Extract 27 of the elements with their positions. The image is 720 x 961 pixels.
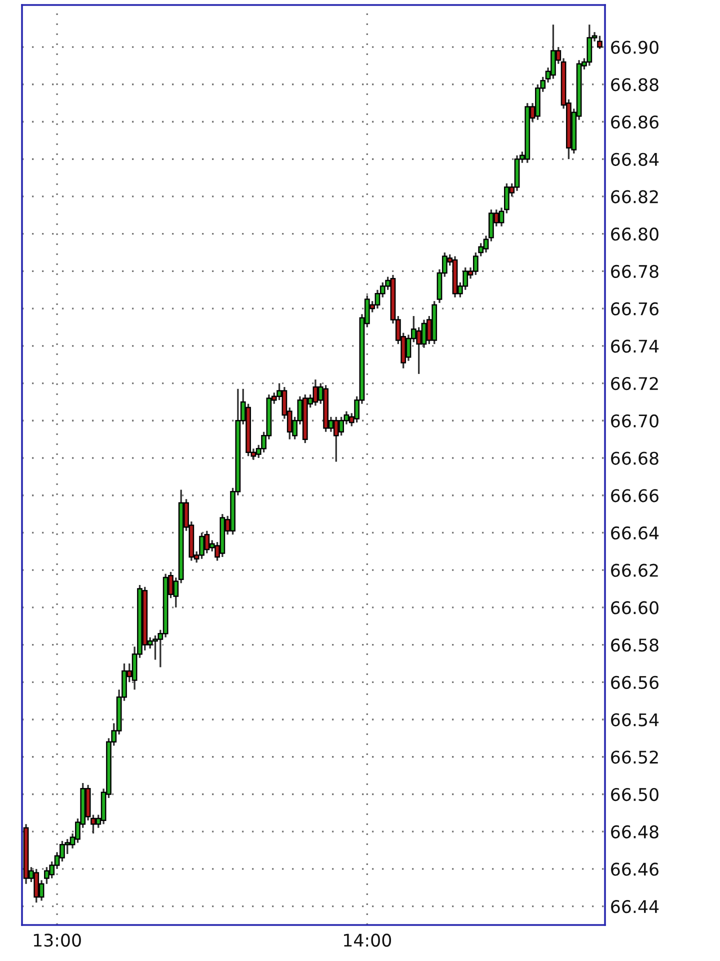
- y-tick-label: 66.62: [611, 564, 658, 577]
- y-tick-label: 66.66: [611, 489, 658, 502]
- candlestick: [597, 34, 602, 50]
- y-tick-label: 66.90: [611, 40, 658, 54]
- y-tick-label: 66.86: [611, 115, 658, 129]
- y-tick-label: 66.56: [611, 676, 658, 689]
- y-tick-label: 66.48: [611, 825, 658, 838]
- y-tick-label: 66.68: [611, 452, 658, 465]
- y-tick-label: 66.88: [611, 78, 658, 92]
- x-tick-label: 14:00: [344, 934, 392, 947]
- y-tick-label: 66.58: [611, 638, 658, 652]
- y-tick-label: 66.46: [611, 862, 658, 876]
- y-tick-label: 66.82: [611, 190, 658, 204]
- y-tick-label: 66.64: [611, 526, 659, 540]
- x-tick-label: 13:00: [34, 934, 81, 947]
- y-tick-label: 66.54: [611, 713, 659, 726]
- y-tick-label: 66.80: [611, 228, 658, 241]
- y-tick-label: 66.74: [611, 340, 659, 353]
- y-tick-label: 66.72: [611, 376, 658, 390]
- y-tick-label: 66.70: [611, 414, 658, 428]
- y-tick-label: 66.52: [611, 750, 658, 764]
- y-tick-label: 66.44: [611, 900, 659, 914]
- y-tick-label: 66.50: [611, 788, 658, 802]
- y-tick-label: 66.84: [611, 152, 659, 166]
- y-tick-label: 66.60: [611, 601, 658, 614]
- y-tick-label: 66.76: [611, 302, 658, 316]
- y-tick-label: 66.78: [611, 264, 658, 278]
